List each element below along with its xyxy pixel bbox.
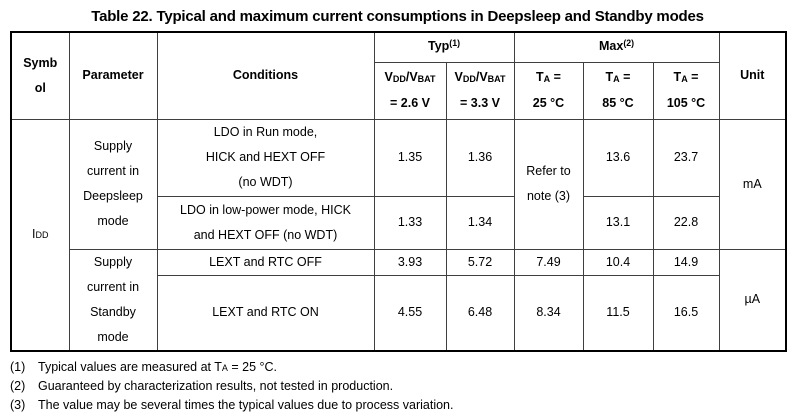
table-row-deepsleep-lowpower: LDO in low-power mode, HICK and HEXT OFF … — [11, 195, 786, 250]
table-row-standby-rtc-on: LEXT and RTC ON 4.55 6.48 8.34 11.5 16.5 — [11, 275, 786, 351]
cell-typ-2v6: 1.35 — [373, 118, 447, 197]
footnote-2: (2) Guaranteed by characterization resul… — [10, 377, 795, 396]
header-sub-row: VDD/VBAT = 2.6 V VDD/VBAT = 3.3 V TA = 25 °… — [11, 61, 786, 120]
col-header-ta-25: TA = 25 °C — [513, 61, 584, 120]
footnote-number: (1) — [10, 359, 26, 374]
cell-conditions-ldo-run: LDO in Run mode, HICK and HEXT OFF (no WDT… — [156, 118, 375, 197]
col-header-symbol: Symb ol — [10, 31, 70, 120]
cell-typ-3v3: 5.72 — [445, 248, 515, 277]
cell-max-105: 22.8 — [652, 195, 720, 250]
cell-conditions-rtc-off: LEXT and RTC OFF — [156, 248, 375, 277]
cell-max-85: 13.1 — [582, 195, 654, 250]
table-row-deepsleep-run: IDD Supply current in Deepsleep mode LDO in… — [10, 118, 787, 351]
col-header-unit: Unit — [718, 31, 787, 120]
cell-typ-3v3: 6.48 — [445, 275, 515, 351]
col-header-ta-85: TA = 85 °C — [582, 61, 654, 120]
table-row-standby-rtc-off: Supply current in Standby mode LEXT and RTC… — [11, 248, 787, 351]
col-header-conditions: Conditions — [156, 31, 375, 120]
cell-parameter-standby: Supply current in Standby mode — [68, 248, 158, 351]
footnote-number: (2) — [10, 379, 26, 393]
footnote-number: (3) — [10, 397, 26, 412]
col-header-vdd-2v6: VDD/VBAT = 2.6 V — [373, 61, 447, 120]
cell-typ-2v6: 3.93 — [373, 248, 447, 277]
col-header-vdd-3v3: VDD/VBAT = 3.3 V — [445, 61, 515, 120]
cell-typ-2v6: 4.55 — [373, 275, 447, 351]
cell-note-ref: Refer to note (3) — [513, 118, 584, 250]
cell-typ-3v3: 1.36 — [445, 118, 515, 197]
current-consumption-table: Symb ol Parameter Conditions Typ(1) Max(2… — [10, 31, 788, 352]
cell-conditions-rtc-on: LEXT and RTC ON — [156, 275, 375, 351]
col-group-typ: Typ(1) — [373, 31, 515, 63]
col-header-ta-105: TA = 105 °C — [652, 61, 720, 120]
col-group-max: Max(2) — [513, 31, 720, 63]
cell-symbol-idd: IDD — [10, 118, 70, 351]
footnote-text: Typical values are measured at TA = 25 °… — [38, 359, 278, 374]
cell-max-25: 8.34 — [513, 275, 584, 351]
cell-parameter-deepsleep: Supply current in Deepsleep mode — [68, 118, 158, 250]
page-title: Table 22. Typical and maximum current co… — [91, 8, 704, 25]
cell-unit-ma: mA — [718, 118, 787, 250]
cell-unit-ua: µA — [718, 248, 787, 351]
cell-typ-3v3: 1.34 — [445, 195, 515, 250]
footnote-3: (3) The value may be several times the t… — [10, 396, 795, 415]
cell-max-105: 23.7 — [652, 118, 720, 197]
footnote-text: The value may be several times the typic… — [38, 397, 454, 412]
cell-max-105: 14.9 — [652, 248, 720, 277]
cell-typ-2v6: 1.33 — [373, 195, 447, 250]
cell-max-85: 11.5 — [582, 275, 654, 351]
cell-max-25: 7.49 — [513, 248, 584, 277]
cell-max-85: 13.6 — [582, 118, 654, 197]
cell-conditions-ldo-lowpower: LDO in low-power mode, HICK and HEXT OFF … — [156, 195, 375, 250]
header-group-row: Symb ol Parameter Conditions Typ(1) Max(2… — [10, 31, 787, 120]
footnotes: (1) Typical values are measured at TA = … — [10, 358, 795, 415]
footnote-1: (1) Typical values are measured at TA = … — [10, 358, 795, 378]
footnote-text: Guaranteed by characterization results, … — [38, 379, 394, 393]
col-header-parameter: Parameter — [68, 31, 158, 120]
cell-max-85: 10.4 — [582, 248, 654, 277]
cell-max-105: 16.5 — [652, 275, 720, 351]
